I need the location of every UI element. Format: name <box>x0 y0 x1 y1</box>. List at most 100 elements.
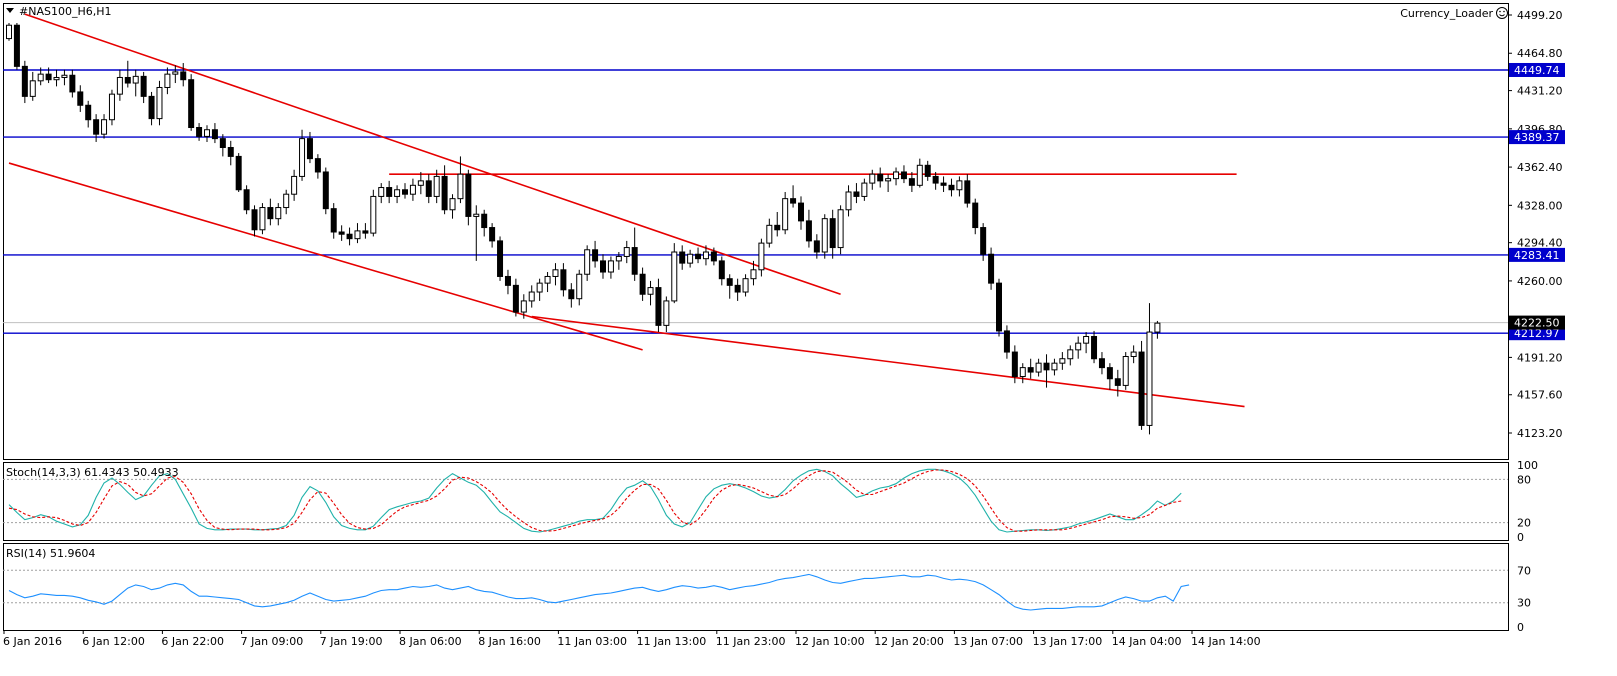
time-tick-label: 6 Jan 12:00 <box>82 635 145 648</box>
candle-body <box>877 173 884 182</box>
candle <box>164 67 171 95</box>
candle <box>354 223 361 244</box>
candle-body <box>1027 367 1034 373</box>
candle-body <box>433 175 440 197</box>
candle <box>1043 354 1050 388</box>
candle-body <box>1067 349 1074 360</box>
candle-body <box>592 249 599 262</box>
candle <box>687 249 694 268</box>
candle <box>750 260 757 286</box>
candle <box>188 74 195 131</box>
candle <box>172 65 179 84</box>
candle-body <box>267 207 274 220</box>
candle-body <box>314 158 321 173</box>
candle <box>655 278 662 333</box>
level-label: 4389.37 <box>1514 131 1560 144</box>
candle <box>758 238 765 277</box>
level-lines <box>3 322 1508 604</box>
candle-body <box>504 275 511 286</box>
candle-body <box>845 191 852 211</box>
candle-body <box>251 209 258 231</box>
candle <box>1059 352 1066 370</box>
candle-body <box>6 24 12 40</box>
time-tick-label: 7 Jan 19:00 <box>320 635 383 648</box>
rsi-title: RSI(14) 51.9604 <box>6 547 95 560</box>
candle <box>259 203 266 235</box>
level-label-box <box>1509 62 1565 77</box>
candle-body <box>1043 362 1050 371</box>
candle <box>600 254 606 279</box>
price-tick-label: 4464.80 <box>1517 47 1563 60</box>
candle <box>718 256 725 286</box>
candle <box>449 194 456 219</box>
candle-body <box>29 80 36 97</box>
time-tick-label: 11 Jan 13:00 <box>637 635 707 648</box>
candle <box>283 189 290 215</box>
candle-body <box>607 260 614 273</box>
trend-line[interactable] <box>531 315 1245 408</box>
candle-body <box>1146 331 1153 426</box>
candle <box>932 171 939 190</box>
candle <box>29 71 36 101</box>
time-tick-label: 6 Jan 22:00 <box>161 635 224 648</box>
trend-line[interactable] <box>24 13 841 296</box>
candle <box>766 218 773 248</box>
candle <box>108 89 115 126</box>
support-resistance-lines[interactable] <box>3 69 1508 334</box>
candle-body <box>726 278 733 286</box>
candle-body <box>908 178 915 186</box>
candle-body <box>299 138 306 177</box>
candle-body <box>473 213 480 217</box>
candle-body <box>204 129 210 137</box>
candle-body <box>1011 351 1018 378</box>
candle-body <box>623 247 630 257</box>
candle-body <box>211 129 218 140</box>
candle-body <box>956 180 963 191</box>
trend-lines[interactable] <box>8 13 1245 408</box>
candle <box>219 134 226 157</box>
candle-body <box>85 104 92 121</box>
candle-body <box>766 224 773 244</box>
window-menu-triangle-icon[interactable] <box>6 8 14 13</box>
candle <box>1114 369 1121 397</box>
candle-body <box>338 231 345 235</box>
candle <box>1035 358 1042 377</box>
candle-body <box>900 171 907 180</box>
candle <box>956 176 963 197</box>
candle <box>1098 352 1105 375</box>
candle <box>576 269 583 306</box>
candle <box>710 247 717 266</box>
time-tick-label: 13 Jan 07:00 <box>953 635 1023 648</box>
trend-line[interactable] <box>8 162 643 351</box>
candle-body <box>188 79 195 129</box>
candle <box>528 285 535 308</box>
candle-body <box>647 287 654 295</box>
candle-body <box>940 182 947 186</box>
candle-body <box>394 189 401 197</box>
candle-body <box>1035 362 1042 373</box>
candle <box>473 205 480 261</box>
stoch-signal-line <box>8 469 1182 532</box>
candle-body <box>196 127 203 137</box>
candle-body <box>615 255 622 262</box>
candle <box>544 272 551 293</box>
rsi-panel-frame <box>3 543 1509 631</box>
panel-frames <box>3 3 1509 631</box>
candle <box>647 280 654 306</box>
candle-body <box>330 208 337 233</box>
candle-body <box>1083 335 1090 344</box>
candle <box>306 131 313 164</box>
candle <box>45 67 52 84</box>
candle <box>61 69 68 86</box>
candle <box>441 165 448 215</box>
candle-body <box>370 195 377 234</box>
candle <box>734 278 741 301</box>
candle-body <box>568 289 575 300</box>
level-label: 4283.41 <box>1514 249 1560 262</box>
candle-body <box>1098 358 1105 369</box>
candle-body <box>386 187 393 197</box>
price-axis: 4499.204464.804431.204396.804362.404328.… <box>1508 9 1565 634</box>
candle-body <box>821 218 828 253</box>
